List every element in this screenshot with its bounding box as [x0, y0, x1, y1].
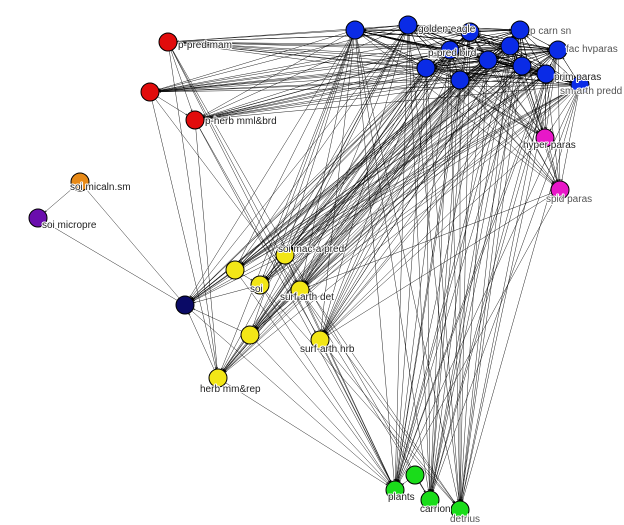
label-p_pred_mam: p-pred mam: [178, 40, 232, 51]
network-graph: golden eagle p-pred bird p-pred mam p carn …: [0, 0, 624, 525]
label-spid_paras: spid paras: [546, 194, 592, 205]
node-yellow_low: [241, 326, 259, 344]
edge: [304, 298, 391, 482]
node-golden_eagle: [399, 16, 417, 34]
node-green_d: [406, 466, 424, 484]
node-yellow_left: [226, 261, 244, 279]
node-prim_paras: [537, 65, 555, 83]
label-surf_arth_det: surf-arth det: [280, 292, 334, 303]
edge: [86, 189, 179, 298]
edge: [402, 480, 408, 484]
node-p_herb_mmlbrd: [186, 111, 204, 129]
edge: [169, 51, 216, 369]
edge: [158, 97, 188, 115]
label-fac_hyparas: fac hvparas: [566, 44, 618, 55]
node-blue_e: [417, 59, 435, 77]
label-soi_micaln: soi micaln.sm: [70, 182, 131, 193]
edge: [172, 50, 391, 482]
edge: [189, 313, 215, 370]
label-soi_micropre: soi micropre: [42, 220, 97, 231]
label-carrion: carrion: [420, 504, 451, 515]
edge: [324, 348, 391, 482]
edge: [266, 292, 454, 504]
node-blue_h: [513, 57, 531, 75]
edge: [420, 483, 426, 493]
edge: [177, 26, 399, 42]
edge: [462, 94, 577, 502]
edges-layer: [45, 25, 578, 503]
node-fac_hyparas: [549, 41, 567, 59]
edge: [240, 277, 389, 482]
edge: [545, 83, 546, 129]
label-plants: plants: [388, 492, 415, 503]
node-red_b: [141, 83, 159, 101]
node-p_carn_sn: [511, 21, 529, 39]
label-soi_mac_a_pred: soi mac-a pred: [278, 244, 344, 255]
label-sm_arth_pred: sm-arth predd: [560, 86, 622, 97]
node-blue_f: [451, 71, 469, 89]
label-surf_arth_hrb: surf-arth hrb: [300, 344, 355, 355]
edge: [194, 287, 252, 302]
label-herb_mm_rep: herb mm&rep: [200, 384, 261, 395]
edge: [192, 311, 388, 484]
node-blue_g: [501, 37, 519, 55]
node-p_pred_mam: [159, 33, 177, 51]
node-blue_d: [479, 51, 497, 69]
label-hyper_paras: hyper paras: [523, 140, 576, 151]
edge: [193, 309, 242, 331]
edge: [398, 75, 520, 482]
label-p_herb_mmlbrd: p-herb mml&brd: [205, 116, 277, 127]
edge: [256, 342, 389, 484]
label-p_pred_bird: p-pred bird: [428, 48, 476, 59]
label-golden_eagle: golden eagle: [418, 24, 476, 35]
label-detrius: detrius: [450, 514, 480, 525]
label-soi_sub: soi: [250, 284, 263, 295]
edge: [45, 188, 73, 212]
edge: [159, 51, 441, 91]
edge: [224, 56, 551, 372]
edge: [255, 76, 421, 328]
node-navy_node: [176, 296, 194, 314]
edge: [356, 39, 428, 491]
edge: [46, 223, 178, 301]
label-prim_paras: prim paras: [554, 72, 601, 83]
edge: [226, 383, 388, 485]
node-blue_b: [346, 21, 364, 39]
label-p_carn_sn: p carn sn: [530, 26, 571, 37]
edge: [243, 275, 253, 281]
